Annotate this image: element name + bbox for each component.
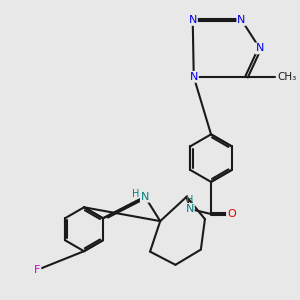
Text: N: N (237, 15, 246, 25)
Text: N: N (190, 72, 198, 82)
Text: N: N (185, 204, 194, 214)
Text: H: H (131, 189, 139, 199)
Text: O: O (227, 209, 236, 219)
Text: N: N (256, 44, 264, 53)
Text: F: F (34, 265, 41, 275)
Text: CH₃: CH₃ (278, 72, 297, 82)
Text: H: H (186, 195, 193, 205)
Text: N: N (188, 15, 197, 25)
Text: N: N (141, 192, 149, 202)
